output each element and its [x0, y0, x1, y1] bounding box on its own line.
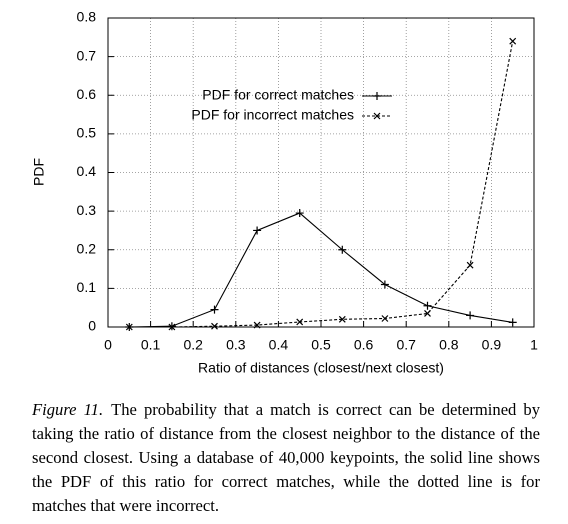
- y-tick-label: 0.5: [77, 125, 97, 141]
- point: [381, 315, 389, 322]
- series-line: [129, 41, 514, 328]
- x-tick-label: 0.7: [396, 337, 416, 353]
- y-tick-label: 0.4: [77, 163, 97, 179]
- y-axis-label: PDF: [31, 158, 47, 186]
- point: [338, 245, 347, 254]
- x-tick-label: 0.2: [183, 337, 203, 353]
- point: [125, 323, 133, 331]
- caption-text: The probability that a match is correct …: [32, 400, 540, 515]
- legend-label: PDF for correct matches: [202, 87, 354, 103]
- x-tick-label: 0.1: [141, 337, 161, 353]
- x-tick-label: 0: [104, 337, 112, 353]
- y-tick-label: 0.8: [77, 9, 97, 25]
- point: [168, 323, 176, 331]
- y-tick-label: 0.3: [77, 202, 97, 218]
- point: [373, 112, 381, 120]
- point: [253, 321, 261, 329]
- y-tick-label: 0: [88, 318, 96, 334]
- point: [373, 92, 381, 100]
- x-tick-label: 0.8: [439, 337, 459, 353]
- point: [466, 261, 474, 269]
- y-tick-label: 0.2: [77, 240, 97, 256]
- point: [380, 280, 389, 289]
- chart: PDF Ratio of distances (closest/next clo…: [31, 9, 538, 376]
- series-line: [129, 212, 513, 328]
- x-tick-label: 0.4: [269, 337, 289, 353]
- plot-frame: [107, 17, 535, 328]
- point: [210, 305, 219, 314]
- x-tick-label: 0.3: [226, 337, 246, 353]
- x-tick-label: 0.9: [482, 337, 502, 353]
- point: [338, 315, 346, 323]
- point: [509, 37, 517, 45]
- point: [508, 318, 517, 327]
- y-tick-label: 0.6: [77, 86, 97, 102]
- y-tick-label: 0.1: [77, 279, 97, 295]
- point: [423, 301, 432, 310]
- legend-label: PDF for incorrect matches: [191, 107, 354, 123]
- point: [466, 311, 475, 320]
- point: [211, 322, 218, 330]
- point: [296, 318, 304, 326]
- x-tick-label: 0.5: [311, 337, 331, 353]
- x-axis-label: Ratio of distances (closest/next closest…: [198, 360, 444, 376]
- caption: Figure 11. The probability that a match i…: [32, 398, 540, 518]
- x-tick-label: 1: [530, 337, 538, 353]
- y-tick-label: 0.7: [77, 47, 97, 63]
- point: [295, 209, 304, 218]
- point: [253, 226, 262, 235]
- x-tick-label: 0.6: [354, 337, 374, 353]
- caption-label: Figure 11.: [32, 400, 104, 419]
- point: [424, 310, 431, 317]
